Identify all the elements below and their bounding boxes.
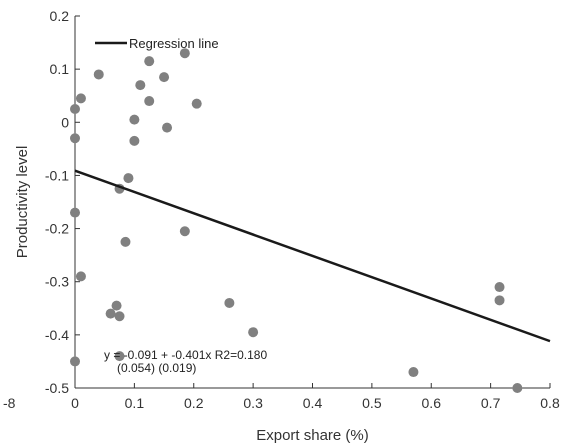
data-point [75, 271, 86, 282]
y-tick-label: 0.2 [50, 8, 70, 24]
y-tick-label: -0.2 [45, 221, 69, 237]
data-point [75, 93, 86, 104]
x-tick-label: 0.1 [125, 395, 145, 411]
data-point [70, 207, 80, 218]
y-tick-label: 0.1 [50, 61, 70, 77]
x-tick-label: 0.6 [422, 395, 442, 411]
legend: Regression line [95, 36, 219, 51]
data-point [179, 226, 190, 237]
data-point [120, 236, 131, 247]
x-axis-title: Export share (%) [256, 427, 369, 444]
data-point [191, 98, 202, 109]
stray-tick-label: -8 [3, 395, 16, 411]
data-point [159, 72, 170, 83]
data-point [408, 367, 419, 378]
y-tick-label: 0 [61, 114, 69, 130]
data-point [129, 135, 140, 146]
data-point [123, 173, 134, 184]
data-point [144, 56, 155, 67]
data-point [114, 351, 125, 362]
axes [74, 16, 550, 389]
y-tick-label: -0.3 [45, 274, 69, 290]
data-point [248, 327, 259, 338]
regression-line [74, 169, 551, 343]
x-tick-label: 0.8 [540, 395, 560, 411]
data-point [494, 295, 505, 306]
data-point [70, 356, 80, 367]
x-tick-label: 0.7 [481, 395, 501, 411]
data-points [70, 48, 523, 393]
x-tick-label: 0.2 [184, 395, 204, 411]
data-point [70, 133, 80, 144]
data-point [144, 96, 155, 107]
data-point [70, 104, 80, 114]
legend-label: Regression line [129, 36, 219, 51]
x-tick-label: 0 [71, 395, 79, 411]
data-point [512, 383, 523, 393]
data-point [105, 308, 116, 319]
data-point [111, 300, 122, 311]
y-tick-label: -0.1 [45, 167, 69, 183]
x-tick-label: 0.4 [303, 395, 323, 411]
y-ticks: 0.2 0.1 0 -0.1 -0.2 -0.3 -0.4 -0.5 [45, 8, 80, 396]
data-point [129, 114, 140, 125]
data-point [135, 80, 146, 91]
data-point [224, 297, 235, 308]
data-point [179, 48, 190, 59]
regression-equation: y = -0.091 + -0.401x R2=0.180 [104, 348, 267, 362]
y-axis-title: Productivity level [14, 146, 31, 259]
data-point [494, 282, 505, 293]
x-ticks: 0 0.1 0.2 0.3 0.4 0.5 0.6 0.7 0.8 [71, 383, 560, 411]
regression-annotation: y = -0.091 + -0.401x R2=0.180 (0.054) (0… [104, 348, 267, 375]
x-tick-label: 0.5 [362, 395, 382, 411]
x-tick-label: 0.3 [243, 395, 263, 411]
data-point [93, 69, 104, 80]
y-tick-label: -0.4 [45, 327, 69, 343]
data-point [162, 122, 173, 133]
y-tick-label: -0.5 [45, 380, 69, 396]
data-point [114, 311, 125, 322]
regression-std-errors: (0.054) (0.019) [117, 361, 196, 375]
